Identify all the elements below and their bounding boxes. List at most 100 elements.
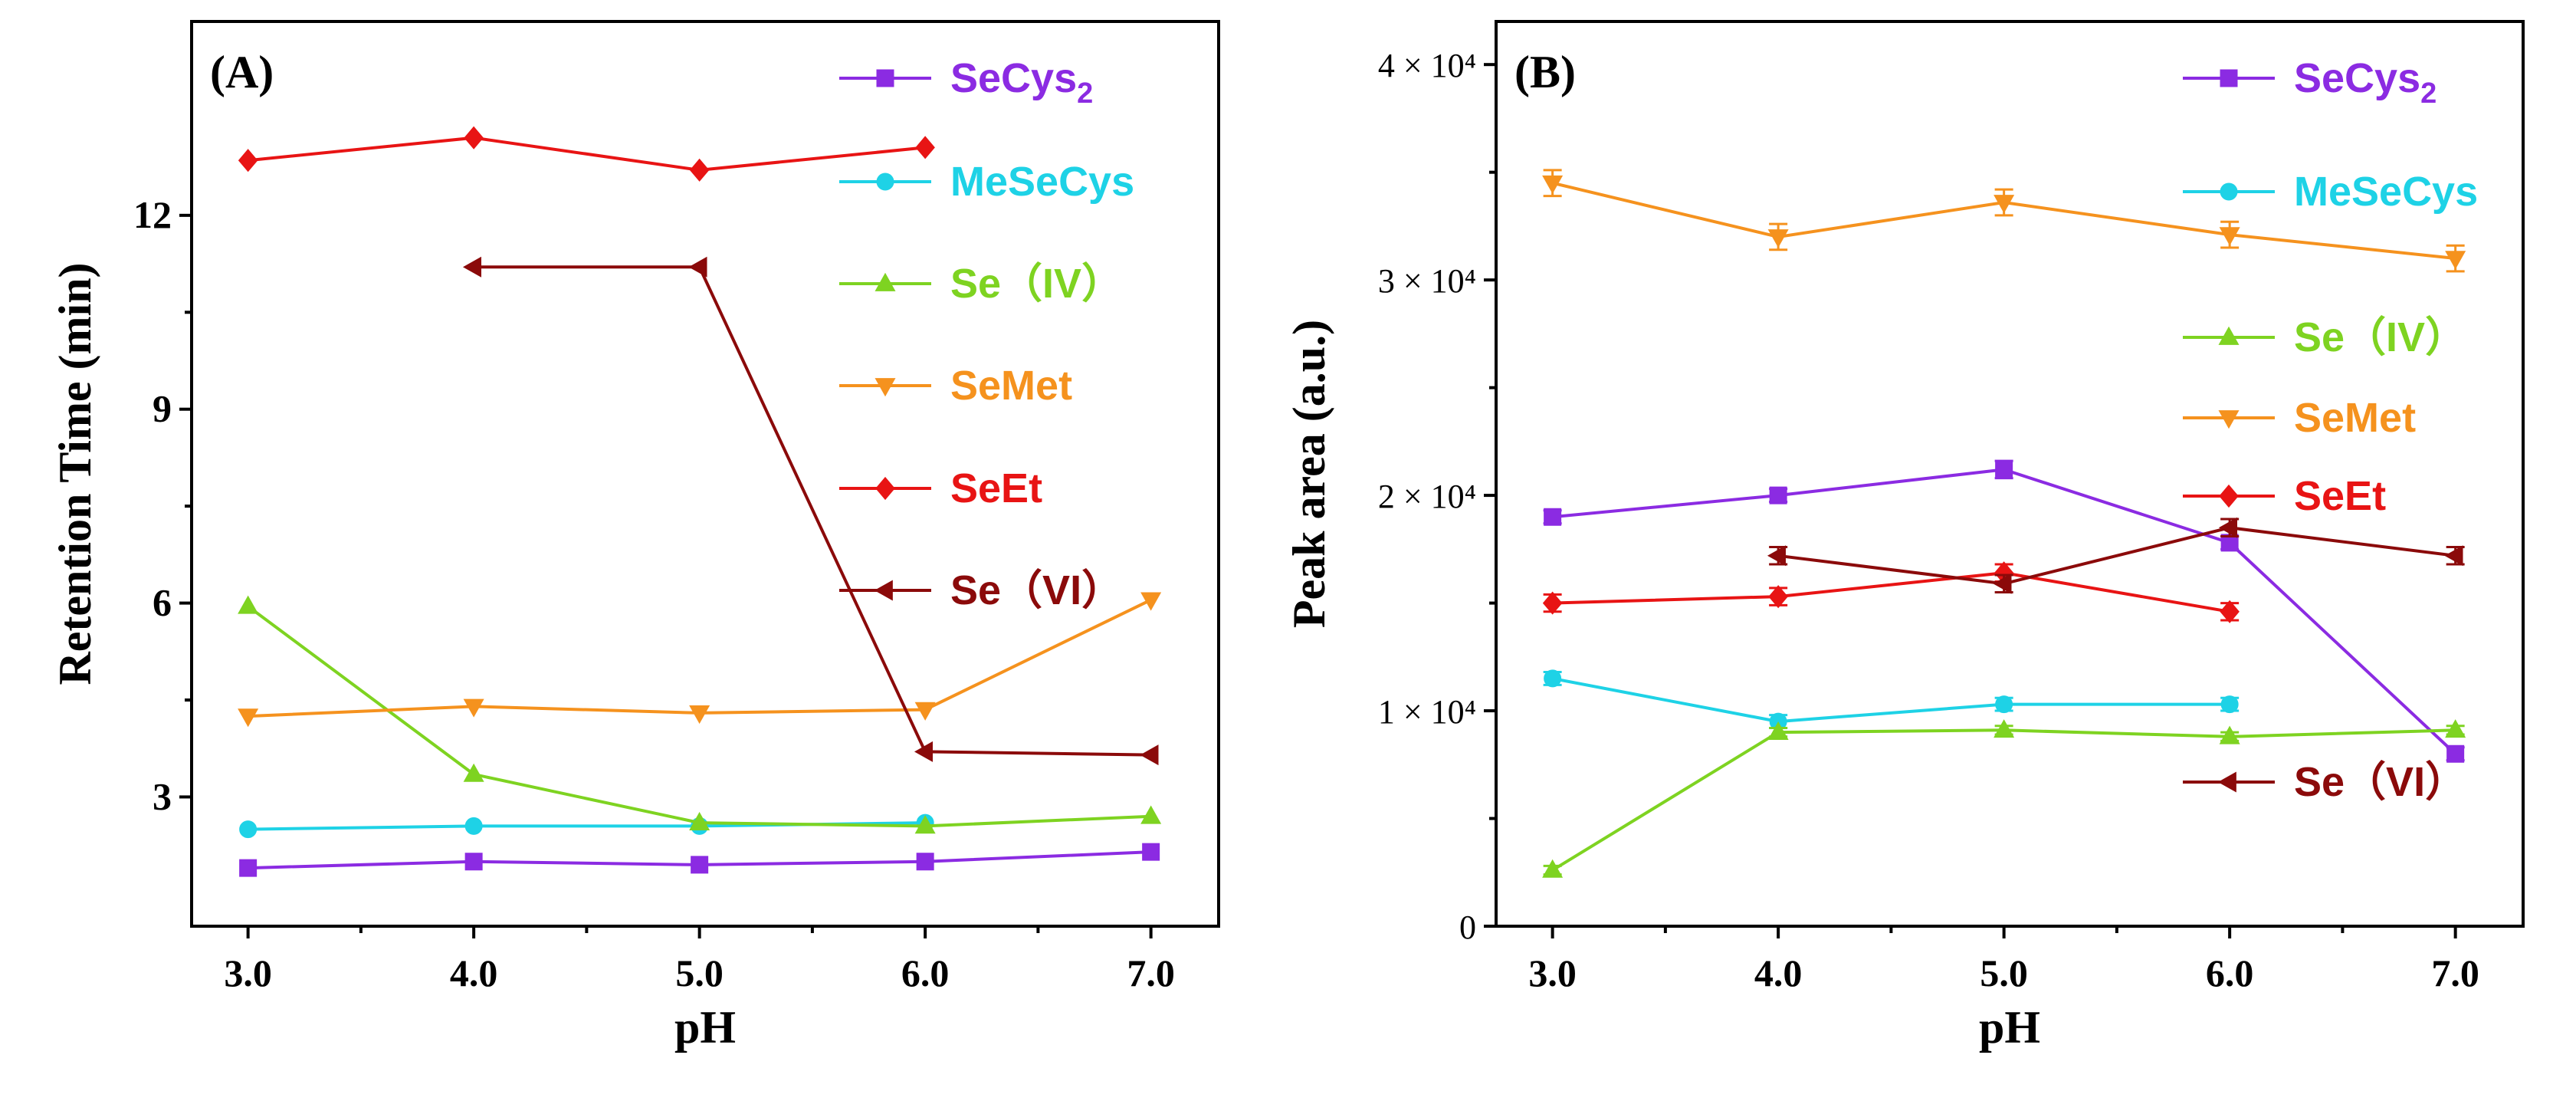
panel-b-point-secys2: [1544, 508, 1562, 526]
panel-b-point-seet: [2220, 600, 2240, 623]
panel-a-point-seet: [689, 158, 710, 182]
panel-b-series-line-se-vi: [1777, 526, 2456, 586]
panel-a-legend-item-se-vi: Se（VI）: [839, 567, 1123, 613]
panel-a-x-axis-title: pH: [674, 1002, 736, 1053]
panel-b-legend-item-secys2: SeCys2: [2183, 55, 2437, 110]
panel-a-point-secys2: [464, 853, 483, 871]
panel-a-point-semet: [463, 698, 484, 718]
panel-a-legend: SeCys2 MeSeCys Se（IV） SeMet SeEt Se（VI）: [839, 55, 1134, 613]
panel-a-x-tick-label: 6.0: [901, 951, 950, 994]
panel-b-point-semet: [1542, 175, 1564, 194]
panel-a-x-tick-label: 7.0: [1127, 951, 1175, 994]
panel-b-point-seet: [1542, 591, 1563, 615]
panel-b-point-se-iv: [1542, 859, 1564, 878]
panel-a-legend-swatch-marker: [875, 378, 896, 397]
panel-a-series-semet: [238, 592, 1162, 728]
panel-a-point-se-iv: [689, 811, 710, 830]
panel-a-x-tick-label: 5.0: [675, 951, 724, 994]
panel-a-x-tick-label: 3.0: [224, 951, 272, 994]
panel-a-y-tick-label: 12: [133, 193, 172, 236]
panel-b-point-semet: [1767, 229, 1789, 248]
panel-a-y-axis-title: Retention Time (min): [50, 262, 100, 685]
panel-b-point-se-iv: [1994, 719, 2015, 738]
panel-b-y-tick-label: 3 × 10⁴: [1378, 262, 1476, 300]
panel-b-series-se-vi: [1767, 517, 2465, 594]
panel-b-point-se-iv: [2445, 719, 2466, 738]
panel-a-series-secys2: [239, 843, 1160, 877]
panel-b-chart: 3.0 4.0 5.0 6.0 7.0 0 1 × 10⁴ 2 × 10⁴ 3 × 10⁴ 4 ×…: [1284, 20, 2525, 1053]
panel-a-panel-label: (A): [210, 47, 274, 97]
panel-a-point-seet: [238, 149, 258, 173]
panel-b-point-se-vi: [1993, 573, 2012, 594]
panel-b-legend-label: SeMet: [2294, 395, 2416, 441]
panel-a-plot-frame: [190, 20, 1220, 928]
panel-b-legend-swatch-marker: [2217, 771, 2236, 793]
panel-a-legend-item-mesecys: MeSeCys: [839, 159, 1134, 205]
panel-a-legend-item-seet: SeEt: [839, 465, 1042, 511]
panel-b-y-tick-label: 2 × 10⁴: [1378, 478, 1476, 515]
panel-a-legend-item-semet: SeMet: [839, 363, 1072, 409]
panel-b-legend-label: MeSeCys: [2294, 169, 2478, 215]
panel-b-point-se-iv: [1767, 721, 1789, 740]
panel-b-point-mesecys: [1995, 695, 2013, 714]
panel-b-point-secys2: [2446, 744, 2465, 763]
panel-a-series-se-iv: [238, 595, 1162, 834]
panel-a-legend-label: SeMet: [950, 363, 1072, 409]
panel-b-legend-swatch-marker: [2220, 182, 2238, 201]
panel-a-legend-swatch-marker: [875, 476, 895, 501]
panel-a-legend-label: Se（VI）: [950, 567, 1123, 613]
panel-b-series-line-seet: [1552, 571, 2230, 613]
panel-b-legend-swatch-marker: [2218, 410, 2240, 429]
panel-b-x-tick-label: 7.0: [2431, 951, 2479, 994]
panel-b-x-tick-label: 4.0: [1754, 951, 1803, 994]
panel-a-point-semet: [914, 702, 936, 721]
panel-b-point-secys2: [1995, 460, 2013, 478]
panel-a-legend-swatch-marker: [876, 69, 894, 87]
panel-a-legend-swatch-marker: [876, 173, 894, 191]
panel-b-series-line-mesecys: [1552, 676, 2230, 724]
panel-b-legend-item-se-iv: Se（IV）: [2183, 314, 2466, 360]
panel-a-point-semet: [689, 705, 710, 725]
panel-b-x-axis-title: pH: [1979, 1002, 2040, 1053]
panel-b-legend-swatch-marker: [2218, 326, 2240, 345]
panel-b-series-semet: [1542, 169, 2466, 273]
panel-b-x-tick-label: 3.0: [1528, 951, 1577, 994]
panel-b-x-tick-label: 6.0: [2206, 951, 2254, 994]
panel-b-legend-label: SeEt: [2294, 473, 2386, 519]
panel-b-point-secys2: [1769, 486, 1787, 504]
panel-a-point-se-iv: [238, 595, 259, 614]
panel-b-point-seet: [1768, 585, 1788, 609]
panel-b-series-seet: [1542, 561, 2240, 623]
panel-a-y-tick-label: 6: [153, 581, 172, 624]
panel-b-point-mesecys: [2220, 695, 2239, 714]
panel-a-point-seet: [915, 136, 935, 159]
panel-a-point-se-vi: [688, 256, 707, 278]
panel-a-legend-item-se-iv: Se（IV）: [839, 261, 1123, 307]
panel-b-point-semet: [1994, 195, 2015, 214]
panel-a-point-se-iv: [463, 763, 484, 782]
panel-a-series-line-seet: [248, 136, 926, 172]
panel-a-point-secys2: [691, 856, 709, 874]
panel-a-point-seet: [464, 126, 484, 150]
panel-a-legend-swatch-marker: [874, 580, 893, 601]
panel-b-point-se-vi: [2444, 545, 2463, 567]
panel-a-point-secys2: [239, 859, 258, 877]
panel-b-legend-swatch-marker: [2220, 69, 2238, 87]
panel-a-point-se-vi: [462, 256, 481, 278]
panel-b-series-se-iv: [1542, 719, 2466, 878]
panel-b-y-tick-label: 1 × 10⁴: [1378, 693, 1476, 731]
panel-b-legend: SeCys2 MeSeCys Se（IV） SeMet SeEt Se（VI）: [2183, 55, 2478, 805]
panel-b-series-secys2: [1543, 459, 2465, 763]
panel-b-legend-item-seet: SeEt: [2183, 473, 2386, 519]
panel-a-point-mesecys: [239, 820, 258, 838]
panel-a-legend-label: SeEt: [950, 465, 1042, 511]
panel-a-point-se-vi: [1140, 744, 1159, 766]
panel-a-point-semet: [1140, 592, 1162, 611]
panel-b-legend-swatch-marker: [2219, 484, 2239, 508]
panel-a-point-se-iv: [1140, 805, 1162, 824]
panel-b-point-semet: [2219, 227, 2240, 246]
panel-a-point-secys2: [1142, 843, 1160, 861]
panel-a-point-semet: [238, 708, 259, 728]
panel-b-series-mesecys: [1543, 669, 2240, 731]
